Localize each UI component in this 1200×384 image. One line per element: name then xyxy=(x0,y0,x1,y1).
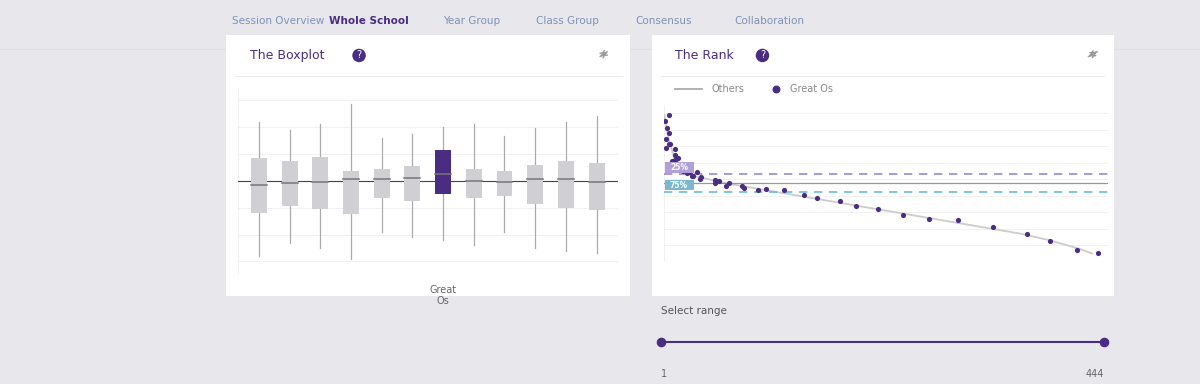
Bar xyxy=(436,150,451,194)
Bar xyxy=(497,171,512,195)
Point xyxy=(678,170,697,176)
Point xyxy=(794,192,814,198)
Point xyxy=(672,166,691,172)
Point xyxy=(659,130,678,136)
Point xyxy=(683,173,702,179)
Bar xyxy=(282,161,298,206)
Point xyxy=(720,179,739,185)
Text: ?: ? xyxy=(356,50,361,60)
Point xyxy=(691,174,710,180)
Bar xyxy=(251,158,268,213)
Point xyxy=(655,118,674,124)
Point xyxy=(665,152,684,158)
Bar xyxy=(588,163,605,210)
Point xyxy=(665,165,684,171)
Point xyxy=(656,125,676,131)
Text: Others: Others xyxy=(712,84,744,94)
Text: 25%: 25% xyxy=(670,163,688,172)
Point xyxy=(868,206,887,212)
Point xyxy=(734,185,754,192)
Text: 1: 1 xyxy=(661,369,667,379)
Point xyxy=(668,165,688,171)
Point xyxy=(1094,339,1114,345)
Point xyxy=(691,176,710,182)
Point xyxy=(678,169,697,175)
Point xyxy=(757,185,776,192)
Bar xyxy=(558,161,574,208)
Point xyxy=(983,224,1002,230)
Point xyxy=(709,178,728,184)
Bar xyxy=(665,180,694,190)
Point xyxy=(948,217,967,223)
Point xyxy=(919,216,938,222)
Point xyxy=(672,166,691,172)
Point xyxy=(656,136,676,142)
Text: The Boxplot: The Boxplot xyxy=(250,49,324,62)
Text: 75%: 75% xyxy=(670,180,688,190)
Text: 444: 444 xyxy=(1086,369,1104,379)
Point xyxy=(1040,238,1060,244)
Point xyxy=(1018,231,1037,237)
Point xyxy=(767,86,786,93)
Text: Consensus: Consensus xyxy=(635,16,692,26)
Bar xyxy=(374,169,390,198)
Point xyxy=(662,158,682,164)
Text: Whole school results: Whole school results xyxy=(230,63,402,78)
Text: The Rank: The Rank xyxy=(674,49,733,62)
Bar xyxy=(527,165,544,204)
Point xyxy=(656,145,676,151)
Text: Collaboration: Collaboration xyxy=(734,16,804,26)
Point xyxy=(733,183,752,189)
Point xyxy=(660,111,679,118)
Point xyxy=(661,141,680,147)
Bar xyxy=(404,166,420,201)
Point xyxy=(749,187,768,193)
Bar xyxy=(312,157,329,209)
Bar xyxy=(466,169,481,198)
Point xyxy=(686,169,706,175)
Text: Year Group: Year Group xyxy=(443,16,500,26)
Point xyxy=(893,212,912,218)
Point xyxy=(667,163,686,169)
Point xyxy=(680,169,700,175)
Text: Session Overview: Session Overview xyxy=(233,16,324,26)
Bar xyxy=(665,162,694,173)
Point xyxy=(673,168,692,174)
Point xyxy=(660,141,679,147)
Point xyxy=(846,203,865,209)
Text: Select range: Select range xyxy=(661,306,727,316)
Point xyxy=(665,157,684,163)
Point xyxy=(652,339,671,345)
Text: Whole School: Whole School xyxy=(329,16,408,26)
Text: Class Group: Class Group xyxy=(536,16,599,26)
Point xyxy=(1088,250,1108,256)
Point xyxy=(808,195,827,201)
Point xyxy=(706,180,725,186)
Point xyxy=(1068,247,1087,253)
Point xyxy=(774,187,793,193)
Text: ?: ? xyxy=(760,50,766,60)
Point xyxy=(684,173,703,179)
Point xyxy=(830,198,850,204)
Point xyxy=(668,155,688,161)
Bar xyxy=(343,171,359,214)
Text: Great Os: Great Os xyxy=(791,84,833,94)
Point xyxy=(667,161,686,167)
Text: Questions to ask your data: Questions to ask your data xyxy=(230,102,371,112)
Point xyxy=(716,183,736,189)
Point xyxy=(706,177,725,183)
Point xyxy=(666,146,685,152)
